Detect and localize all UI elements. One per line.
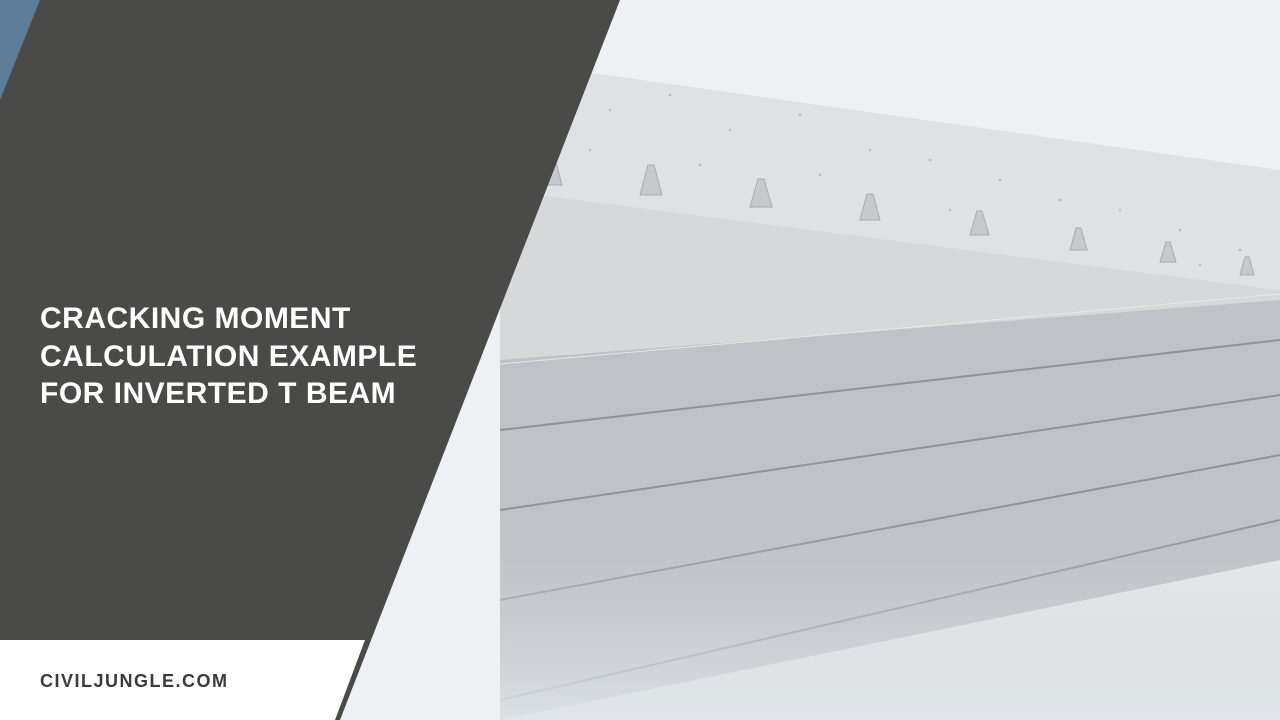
infographic-canvas: CRACKING MOMENT CALCULATION EXAMPLE FOR … [0,0,1280,720]
site-credit: CIVILJUNGLE.COM [40,671,229,692]
beam-illustration [500,0,1280,720]
page-title: CRACKING MOMENT CALCULATION EXAMPLE FOR … [40,300,460,413]
